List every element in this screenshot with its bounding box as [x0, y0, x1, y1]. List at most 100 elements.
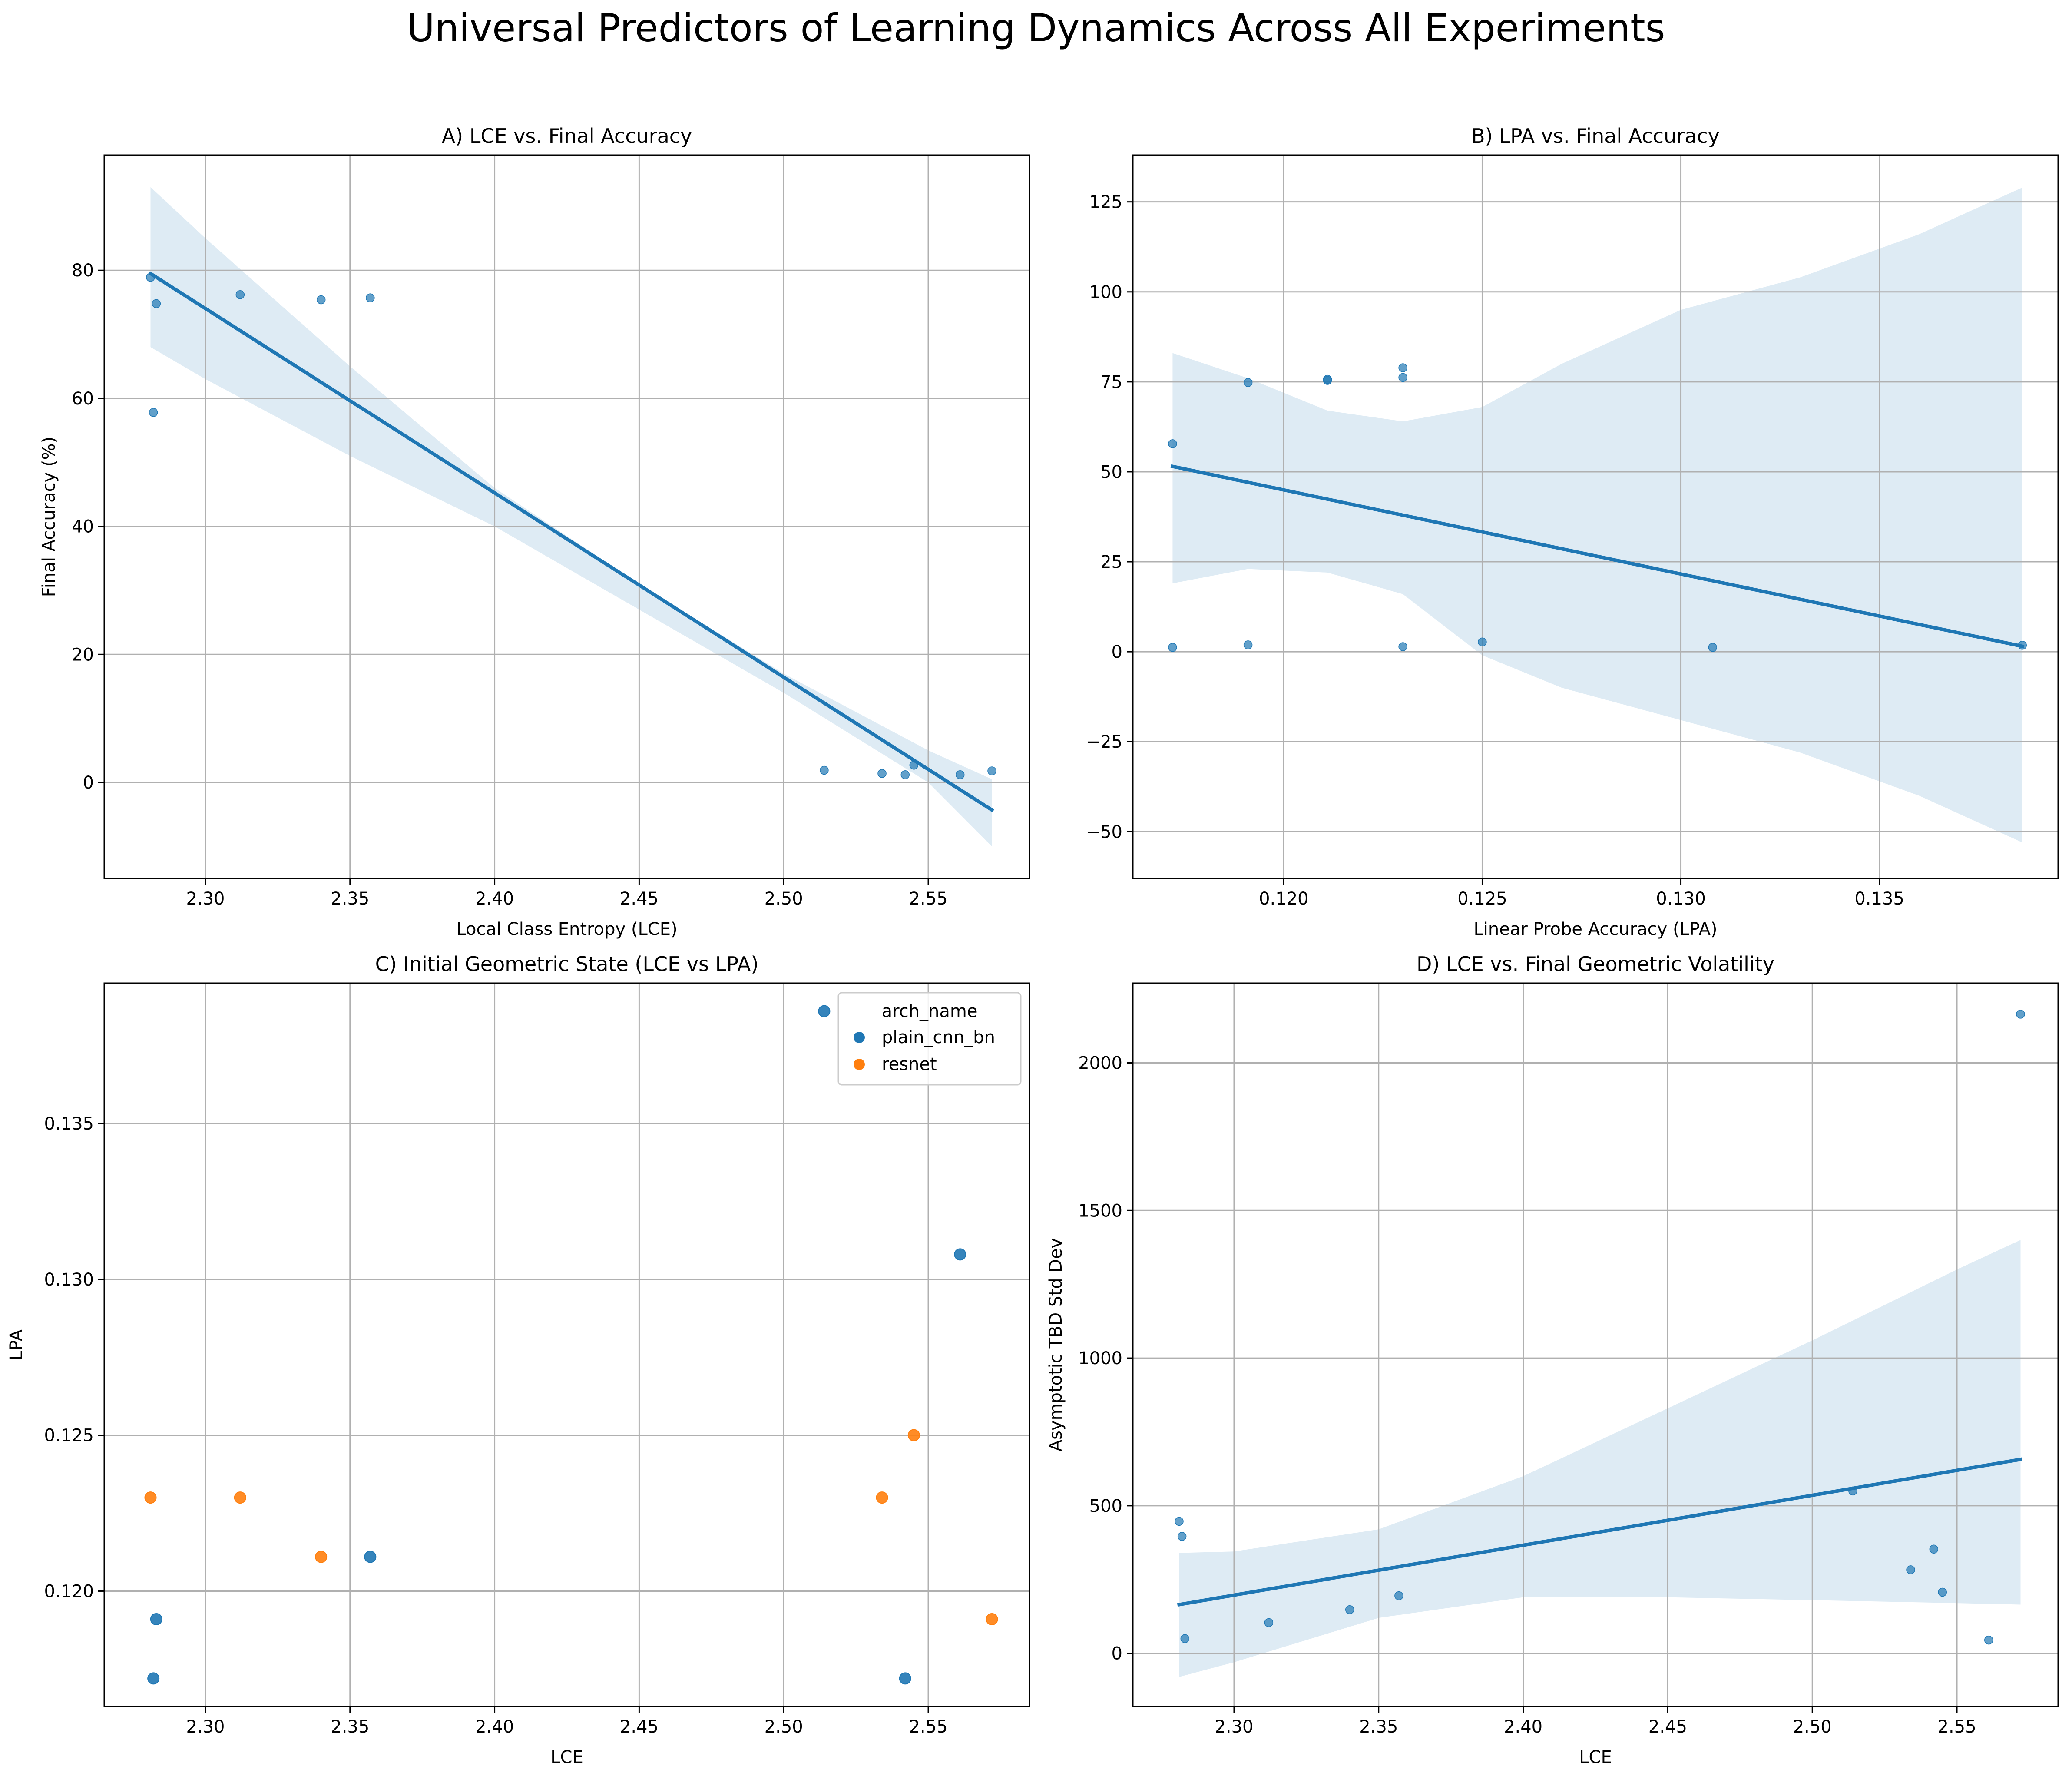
- c-ytick-label-1: 0.125: [44, 1426, 94, 1446]
- b-xtick-label-1: 0.125: [1457, 889, 1507, 909]
- b-ytick-label-7: 125: [1089, 192, 1122, 212]
- c-resnet-point-0: [144, 1491, 157, 1504]
- a-point-0: [146, 273, 155, 282]
- b-point-3: [1323, 374, 1332, 384]
- d-xtick-label-4: 2.50: [1793, 1717, 1832, 1737]
- a-point-7: [877, 769, 887, 778]
- d-xlabel: LCE: [1579, 1747, 1612, 1767]
- c-ylabel: LPA: [7, 1329, 26, 1360]
- a-xtick-label-0: 2.30: [186, 889, 225, 909]
- c-plain-cnn-bn-point-2: [364, 1551, 377, 1563]
- b-point-5: [1398, 373, 1407, 382]
- c-plain-cnn-bn-point-3: [150, 1613, 162, 1626]
- b-plot-area: [1133, 155, 2058, 878]
- b-point-0: [1168, 439, 1177, 448]
- a-axes-frame: [103, 154, 1030, 879]
- b-xtick-label-3: 0.135: [1854, 889, 1904, 909]
- a-point-1: [152, 299, 161, 308]
- c-resnet-point-3: [876, 1491, 888, 1504]
- c-legend-label-resnet: resnet: [882, 1054, 937, 1074]
- panel-a: 2.30 2.35 2.40 2.45 2.50 2.55 0 20 40 60 80 A) LCE …: [39, 124, 1030, 939]
- c-legend-marker-resnet: [854, 1059, 865, 1070]
- panels: 2.30 2.35 2.40 2.45 2.50 2.55 0 20 40 60 80 A) LCE …: [7, 124, 2059, 1767]
- figure-suptitle: Universal Predictors of Learning Dynamic…: [407, 6, 1665, 50]
- c-plain-cnn-bn-point-5: [899, 1672, 911, 1685]
- c-xtick-label-1: 2.35: [331, 1717, 369, 1737]
- b-ytick-label-6: 100: [1089, 282, 1122, 302]
- d-regression-line: [1177, 1457, 2023, 1607]
- a-point-3: [235, 290, 245, 299]
- a-point-6: [820, 765, 829, 775]
- d-point-0: [1175, 1517, 1184, 1526]
- c-ytick-label-3: 0.135: [44, 1114, 94, 1134]
- c-legend-box: [837, 992, 1022, 1086]
- b-point-6: [1168, 643, 1177, 652]
- d-ytick-label-4: 2000: [1078, 1053, 1122, 1073]
- d-xtick-label-5: 2.55: [1938, 1717, 1976, 1737]
- b-point-8: [1398, 642, 1407, 651]
- d-ylabel: Asymptotic TBD Std Dev: [1046, 1238, 1066, 1452]
- d-point-5: [1394, 1591, 1403, 1600]
- d-point-6: [1848, 1486, 1857, 1496]
- d-point-9: [1938, 1587, 1947, 1597]
- b-point-7: [1243, 640, 1253, 649]
- a-xtick-label-5: 2.55: [909, 889, 948, 909]
- b-xtick-label-2: 0.130: [1656, 889, 1706, 909]
- b-point-4: [1398, 363, 1407, 372]
- d-xtick-label-1: 2.35: [1359, 1717, 1398, 1737]
- a-ytick-label-3: 60: [72, 389, 94, 409]
- a-xlabel: Local Class Entropy (LCE): [456, 919, 677, 939]
- c-xtick-label-2: 2.40: [475, 1717, 514, 1737]
- d-axes-frame: [1132, 982, 2059, 1707]
- b-ytick-label-1: −25: [1086, 732, 1122, 752]
- c-ytick-label-0: 0.120: [44, 1581, 94, 1601]
- d-xtick-label-2: 2.40: [1504, 1717, 1542, 1737]
- b-point-11: [2018, 640, 2027, 650]
- d-ytick-label-2: 1000: [1078, 1349, 1122, 1368]
- a-point-9: [909, 760, 918, 770]
- b-ytick-label-5: 75: [1100, 372, 1122, 392]
- panel-b: 0.120 0.125 0.130 0.135 −50 −25 0 25 50 75 100 125 B…: [1086, 124, 2059, 939]
- c-legend-label-plain-cnn-bn: plain_cnn_bn: [882, 1027, 995, 1047]
- a-point-11: [987, 766, 996, 775]
- c-xtick-label-4: 2.50: [765, 1717, 803, 1737]
- d-point-3: [1264, 1618, 1274, 1627]
- c-resnet-point-4: [907, 1429, 920, 1441]
- d-point-8: [1929, 1544, 1939, 1554]
- c-title: C) Initial Geometric State (LCE vs LPA): [375, 952, 759, 976]
- b-point-10: [1708, 643, 1717, 652]
- c-ytick-label-2: 0.130: [44, 1270, 94, 1290]
- c-plot-area: [104, 983, 1029, 1706]
- panel-d: 2.30 2.35 2.40 2.45 2.50 2.55 0 500 1000 1500 2000…: [1046, 952, 2059, 1767]
- a-point-10: [956, 770, 965, 779]
- d-ytick-label-3: 1500: [1078, 1201, 1122, 1221]
- c-xtick-label-0: 2.30: [186, 1717, 225, 1737]
- d-ytick-label-0: 0: [1112, 1644, 1122, 1664]
- c-xlabel: LCE: [550, 1747, 583, 1767]
- d-point-7: [1906, 1565, 1915, 1574]
- b-xlabel: Linear Probe Accuracy (LPA): [1474, 919, 1718, 939]
- d-title: D) LCE vs. Final Geometric Volatility: [1417, 952, 1774, 976]
- a-point-5: [366, 293, 375, 302]
- c-plain-cnn-bn-point-0: [818, 1005, 831, 1017]
- b-title: B) LPA vs. Final Accuracy: [1471, 124, 1720, 148]
- b-ytick-label-0: −50: [1086, 822, 1122, 842]
- d-xtick-label-0: 2.30: [1215, 1717, 1253, 1737]
- a-xtick-label-1: 2.35: [331, 889, 369, 909]
- b-point-9: [1478, 637, 1487, 647]
- c-legend-title: arch_name: [882, 1001, 978, 1021]
- a-ytick-label-0: 0: [83, 773, 94, 793]
- d-xtick-label-3: 2.45: [1648, 1717, 1687, 1737]
- c-xtick-label-5: 2.55: [909, 1717, 948, 1737]
- a-xtick-label-3: 2.45: [620, 889, 659, 909]
- c-xtick-label-3: 2.45: [620, 1717, 659, 1737]
- a-xtick-label-4: 2.50: [765, 889, 803, 909]
- a-ytick-label-2: 40: [72, 517, 94, 537]
- b-axes-frame: [1132, 154, 2059, 879]
- panel-c: 2.30 2.35 2.40 2.45 2.50 2.55 0.120 0.125 0.130 0…: [7, 952, 1030, 1767]
- c-axes-frame: [103, 982, 1030, 1707]
- b-xtick-label-0: 0.120: [1259, 889, 1309, 909]
- a-point-4: [316, 295, 326, 305]
